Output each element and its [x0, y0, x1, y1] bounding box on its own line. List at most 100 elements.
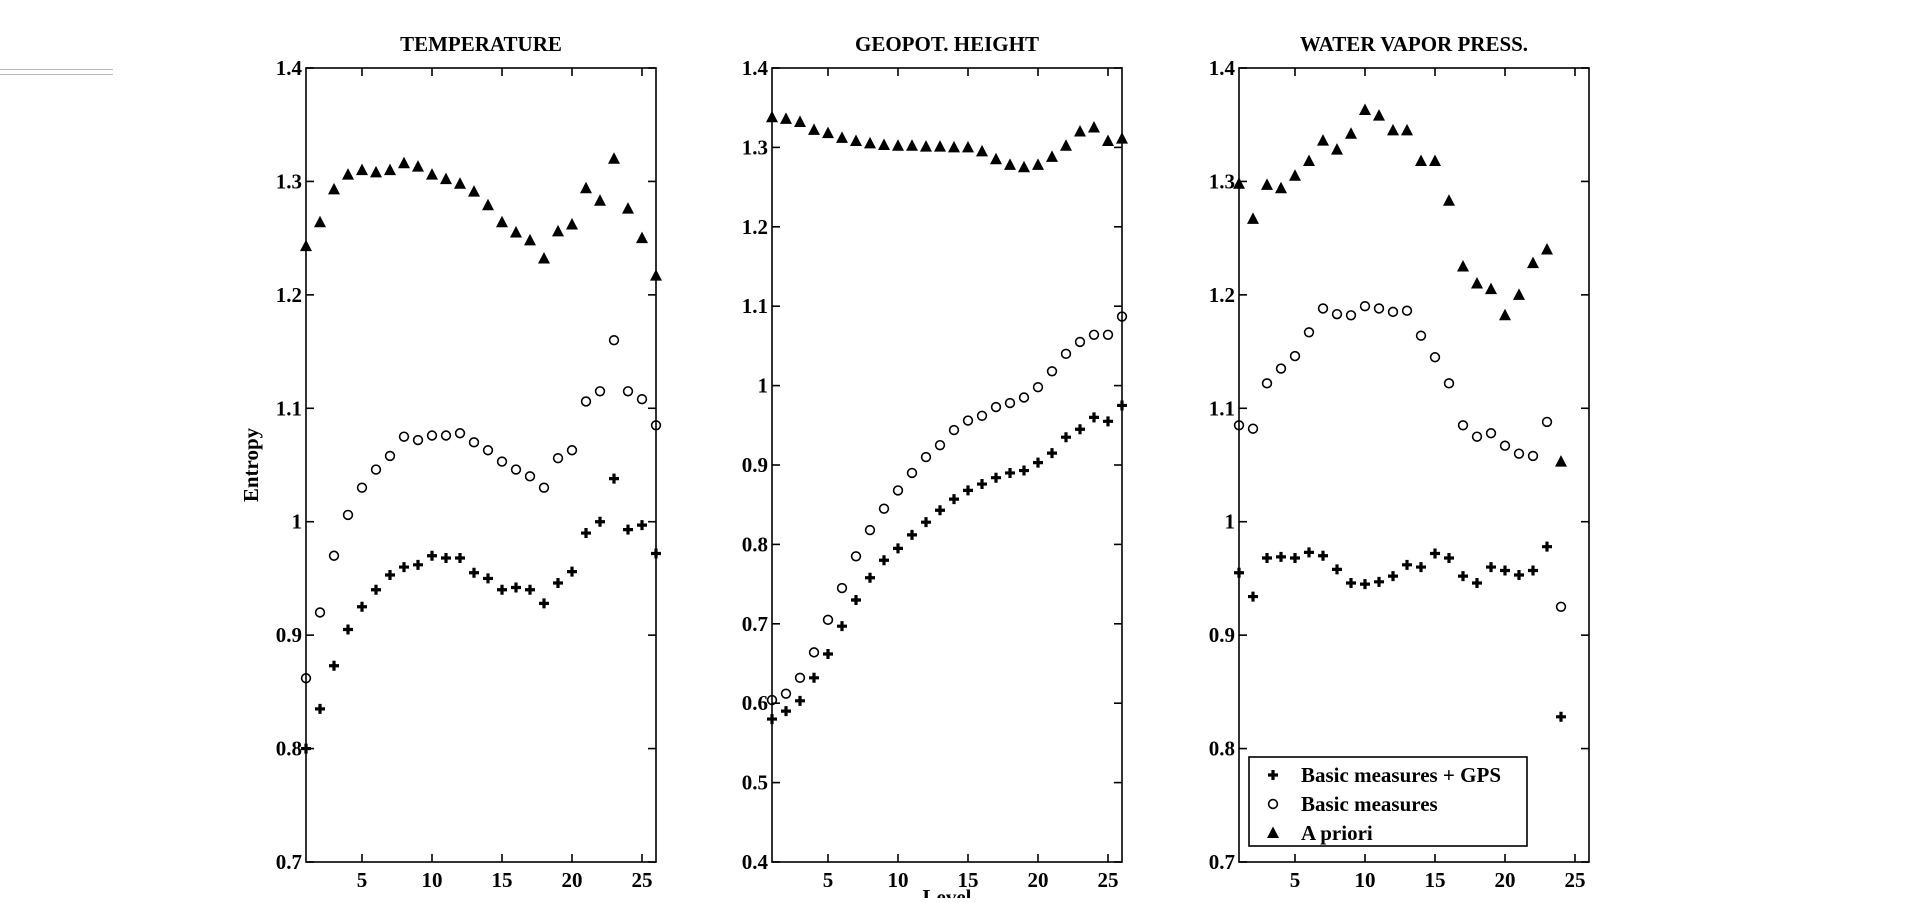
data-point — [934, 140, 946, 152]
data-point — [1401, 123, 1413, 136]
x-tick-label: 10 — [422, 868, 443, 892]
data-point — [837, 621, 847, 632]
data-point — [906, 139, 918, 151]
series-circle — [766, 311, 1128, 706]
legend-label: A priori — [1301, 821, 1373, 845]
legend-label: Basic measures + GPS — [1301, 763, 1501, 787]
data-point — [1290, 553, 1300, 564]
data-point — [1332, 564, 1342, 575]
data-point — [1089, 412, 1099, 423]
data-point — [1443, 194, 1455, 206]
data-point — [1500, 565, 1510, 576]
data-point — [300, 673, 312, 684]
data-point — [468, 437, 480, 448]
data-point — [1046, 366, 1058, 377]
series-triangle — [300, 152, 662, 281]
series-plus — [301, 473, 661, 754]
y-tick-label: 0.8 — [276, 737, 302, 761]
data-point — [1430, 548, 1440, 559]
data-point — [1513, 288, 1525, 300]
data-point — [1102, 134, 1114, 147]
data-point — [1262, 553, 1272, 564]
data-point — [794, 115, 806, 127]
legend-box — [1248, 756, 1528, 847]
data-point — [440, 430, 452, 441]
data-point — [637, 520, 647, 531]
y-tick-label: 1.2 — [1209, 283, 1235, 307]
data-point — [1074, 125, 1086, 137]
data-point — [623, 524, 633, 535]
legend-marker — [1268, 770, 1278, 780]
data-point — [356, 163, 368, 176]
data-point — [1303, 327, 1315, 338]
axes-frame — [1238, 67, 1590, 863]
data-point — [822, 126, 834, 139]
data-point — [580, 396, 592, 407]
data-point — [962, 415, 974, 426]
data-point — [1486, 562, 1496, 573]
x-tick-label: 20 — [1495, 868, 1516, 892]
data-point — [948, 140, 960, 153]
data-point — [1542, 541, 1552, 552]
panel-title: GEOPOT. HEIGHT — [855, 32, 1039, 56]
data-point — [1415, 154, 1427, 167]
y-tick-label: 1.3 — [276, 169, 302, 193]
data-point — [1234, 567, 1244, 578]
data-point — [1275, 181, 1287, 194]
data-point — [581, 528, 591, 539]
x-tick-label: 20 — [562, 868, 583, 892]
data-point — [399, 562, 409, 573]
data-point — [1261, 178, 1273, 190]
data-point — [878, 503, 890, 514]
data-point — [808, 123, 820, 135]
data-point — [893, 543, 903, 554]
data-point — [384, 163, 396, 176]
data-point — [780, 112, 792, 124]
data-point — [1102, 329, 1114, 340]
data-point — [524, 233, 536, 246]
data-point — [767, 714, 777, 725]
data-point — [892, 139, 904, 151]
data-point — [496, 456, 508, 467]
data-point — [580, 181, 592, 194]
data-point — [370, 165, 382, 178]
data-point — [650, 269, 662, 281]
data-point — [1527, 256, 1539, 269]
data-point — [398, 156, 410, 169]
data-point — [454, 177, 466, 189]
data-point — [836, 131, 848, 143]
data-point — [1499, 308, 1511, 321]
data-point — [1373, 303, 1385, 314]
x-tick-label: 25 — [632, 868, 653, 892]
data-point — [780, 688, 792, 699]
data-point — [468, 185, 480, 197]
y-tick-label: 1.2 — [742, 215, 768, 239]
data-point — [1471, 431, 1483, 442]
x-tick-label: 10 — [1355, 868, 1376, 892]
data-point — [892, 485, 904, 496]
data-point — [441, 553, 451, 564]
data-point — [1033, 457, 1043, 468]
data-point — [315, 703, 325, 714]
data-point — [920, 451, 932, 463]
data-point — [1373, 109, 1385, 121]
data-point — [1317, 134, 1329, 146]
data-point — [948, 424, 960, 436]
data-point — [1018, 392, 1030, 403]
data-point — [1117, 400, 1127, 411]
data-point — [935, 505, 945, 516]
data-point — [384, 450, 396, 462]
data-point — [1514, 570, 1524, 581]
data-point — [1004, 397, 1016, 409]
data-point — [510, 464, 522, 475]
data-point — [496, 215, 508, 228]
data-point — [342, 168, 354, 180]
panel-title: TEMPERATURE — [400, 32, 562, 56]
data-point — [539, 598, 549, 609]
panel-3: WATER VAPOR PRESS. 0.7 0.8 0.9 1 1.1 1.2 1.3 1.4… — [1209, 32, 1590, 892]
data-point — [920, 140, 932, 152]
data-point — [864, 136, 876, 149]
data-point — [469, 567, 479, 578]
